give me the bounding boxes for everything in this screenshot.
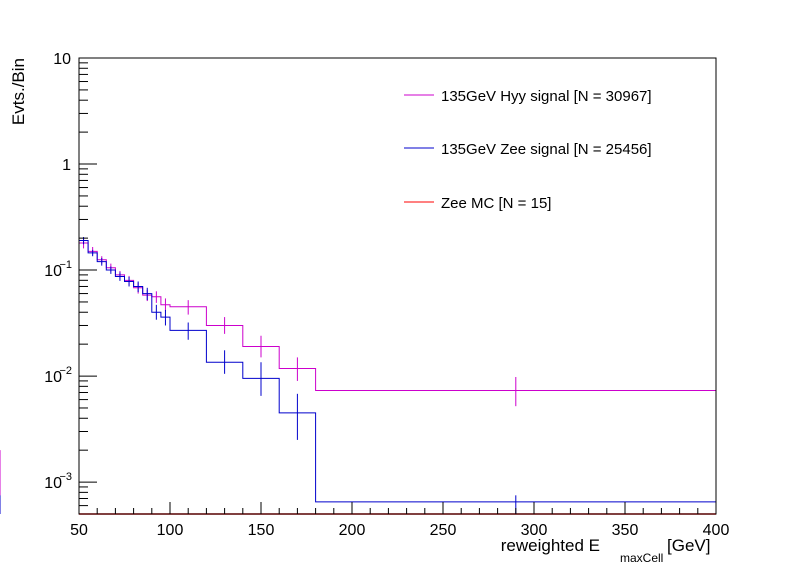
x-tick-label: 150 [248, 522, 275, 539]
x-tick-label: 200 [339, 522, 366, 539]
series-1 [0, 236, 716, 514]
y-tick-exponent: −2 [59, 365, 72, 377]
x-tick-label: 350 [612, 522, 639, 539]
legend-label: 135GeV Hyy signal [N = 30967] [441, 88, 652, 105]
x-axis-label-sub: maxCell [620, 551, 663, 565]
x-axis-label-main: reweighted E [501, 536, 600, 555]
x-tick-label: 100 [157, 522, 184, 539]
y-tick-label: 10 [53, 51, 71, 68]
x-tick-label: 250 [430, 522, 457, 539]
y-tick-label: 10 [44, 369, 62, 386]
legend-label: Zee MC [N = 15] [441, 195, 551, 212]
x-tick-label: 50 [70, 522, 88, 539]
x-tick-label: 300 [521, 522, 548, 539]
x-tick-label: 400 [703, 522, 730, 539]
x-axis-label-unit: [GeV] [667, 536, 710, 555]
y-tick-label: 10 [44, 263, 62, 280]
legend: 135GeV Hyy signal [N = 30967] 135GeV Zee … [404, 88, 652, 212]
y-tick-label: 1 [62, 157, 71, 174]
y-tick-exponent: −1 [59, 259, 72, 271]
legend-label: 135GeV Zee signal [N = 25456] [441, 141, 652, 158]
x-axis: 50 100 150 200 250 300 350 400 [70, 502, 729, 539]
x-axis-label: reweighted E maxCell [GeV] [501, 536, 711, 565]
y-tick-label: 10 [44, 475, 62, 492]
y-tick-exponent: −3 [59, 471, 72, 483]
y-axis-label: Evts./Bin [9, 58, 28, 125]
